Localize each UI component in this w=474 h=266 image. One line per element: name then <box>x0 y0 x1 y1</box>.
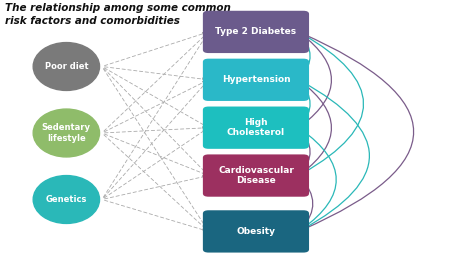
Ellipse shape <box>33 109 100 157</box>
FancyBboxPatch shape <box>203 11 309 53</box>
Ellipse shape <box>33 176 100 223</box>
Text: Obesity: Obesity <box>237 227 275 236</box>
FancyBboxPatch shape <box>203 154 309 197</box>
Ellipse shape <box>33 43 100 90</box>
FancyBboxPatch shape <box>203 210 309 253</box>
Text: The relationship among some common
risk factors and comorbidities: The relationship among some common risk … <box>5 3 231 26</box>
Text: Type 2 Diabetes: Type 2 Diabetes <box>215 27 297 36</box>
Text: Cardiovascular
Disease: Cardiovascular Disease <box>218 166 294 185</box>
FancyBboxPatch shape <box>203 59 309 101</box>
Text: High
Cholesterol: High Cholesterol <box>227 118 285 137</box>
Text: Hypertension: Hypertension <box>222 75 290 84</box>
Text: Genetics: Genetics <box>46 195 87 204</box>
Text: Poor diet: Poor diet <box>45 62 88 71</box>
FancyBboxPatch shape <box>203 106 309 149</box>
Text: Sedentary
lifestyle: Sedentary lifestyle <box>42 123 91 143</box>
